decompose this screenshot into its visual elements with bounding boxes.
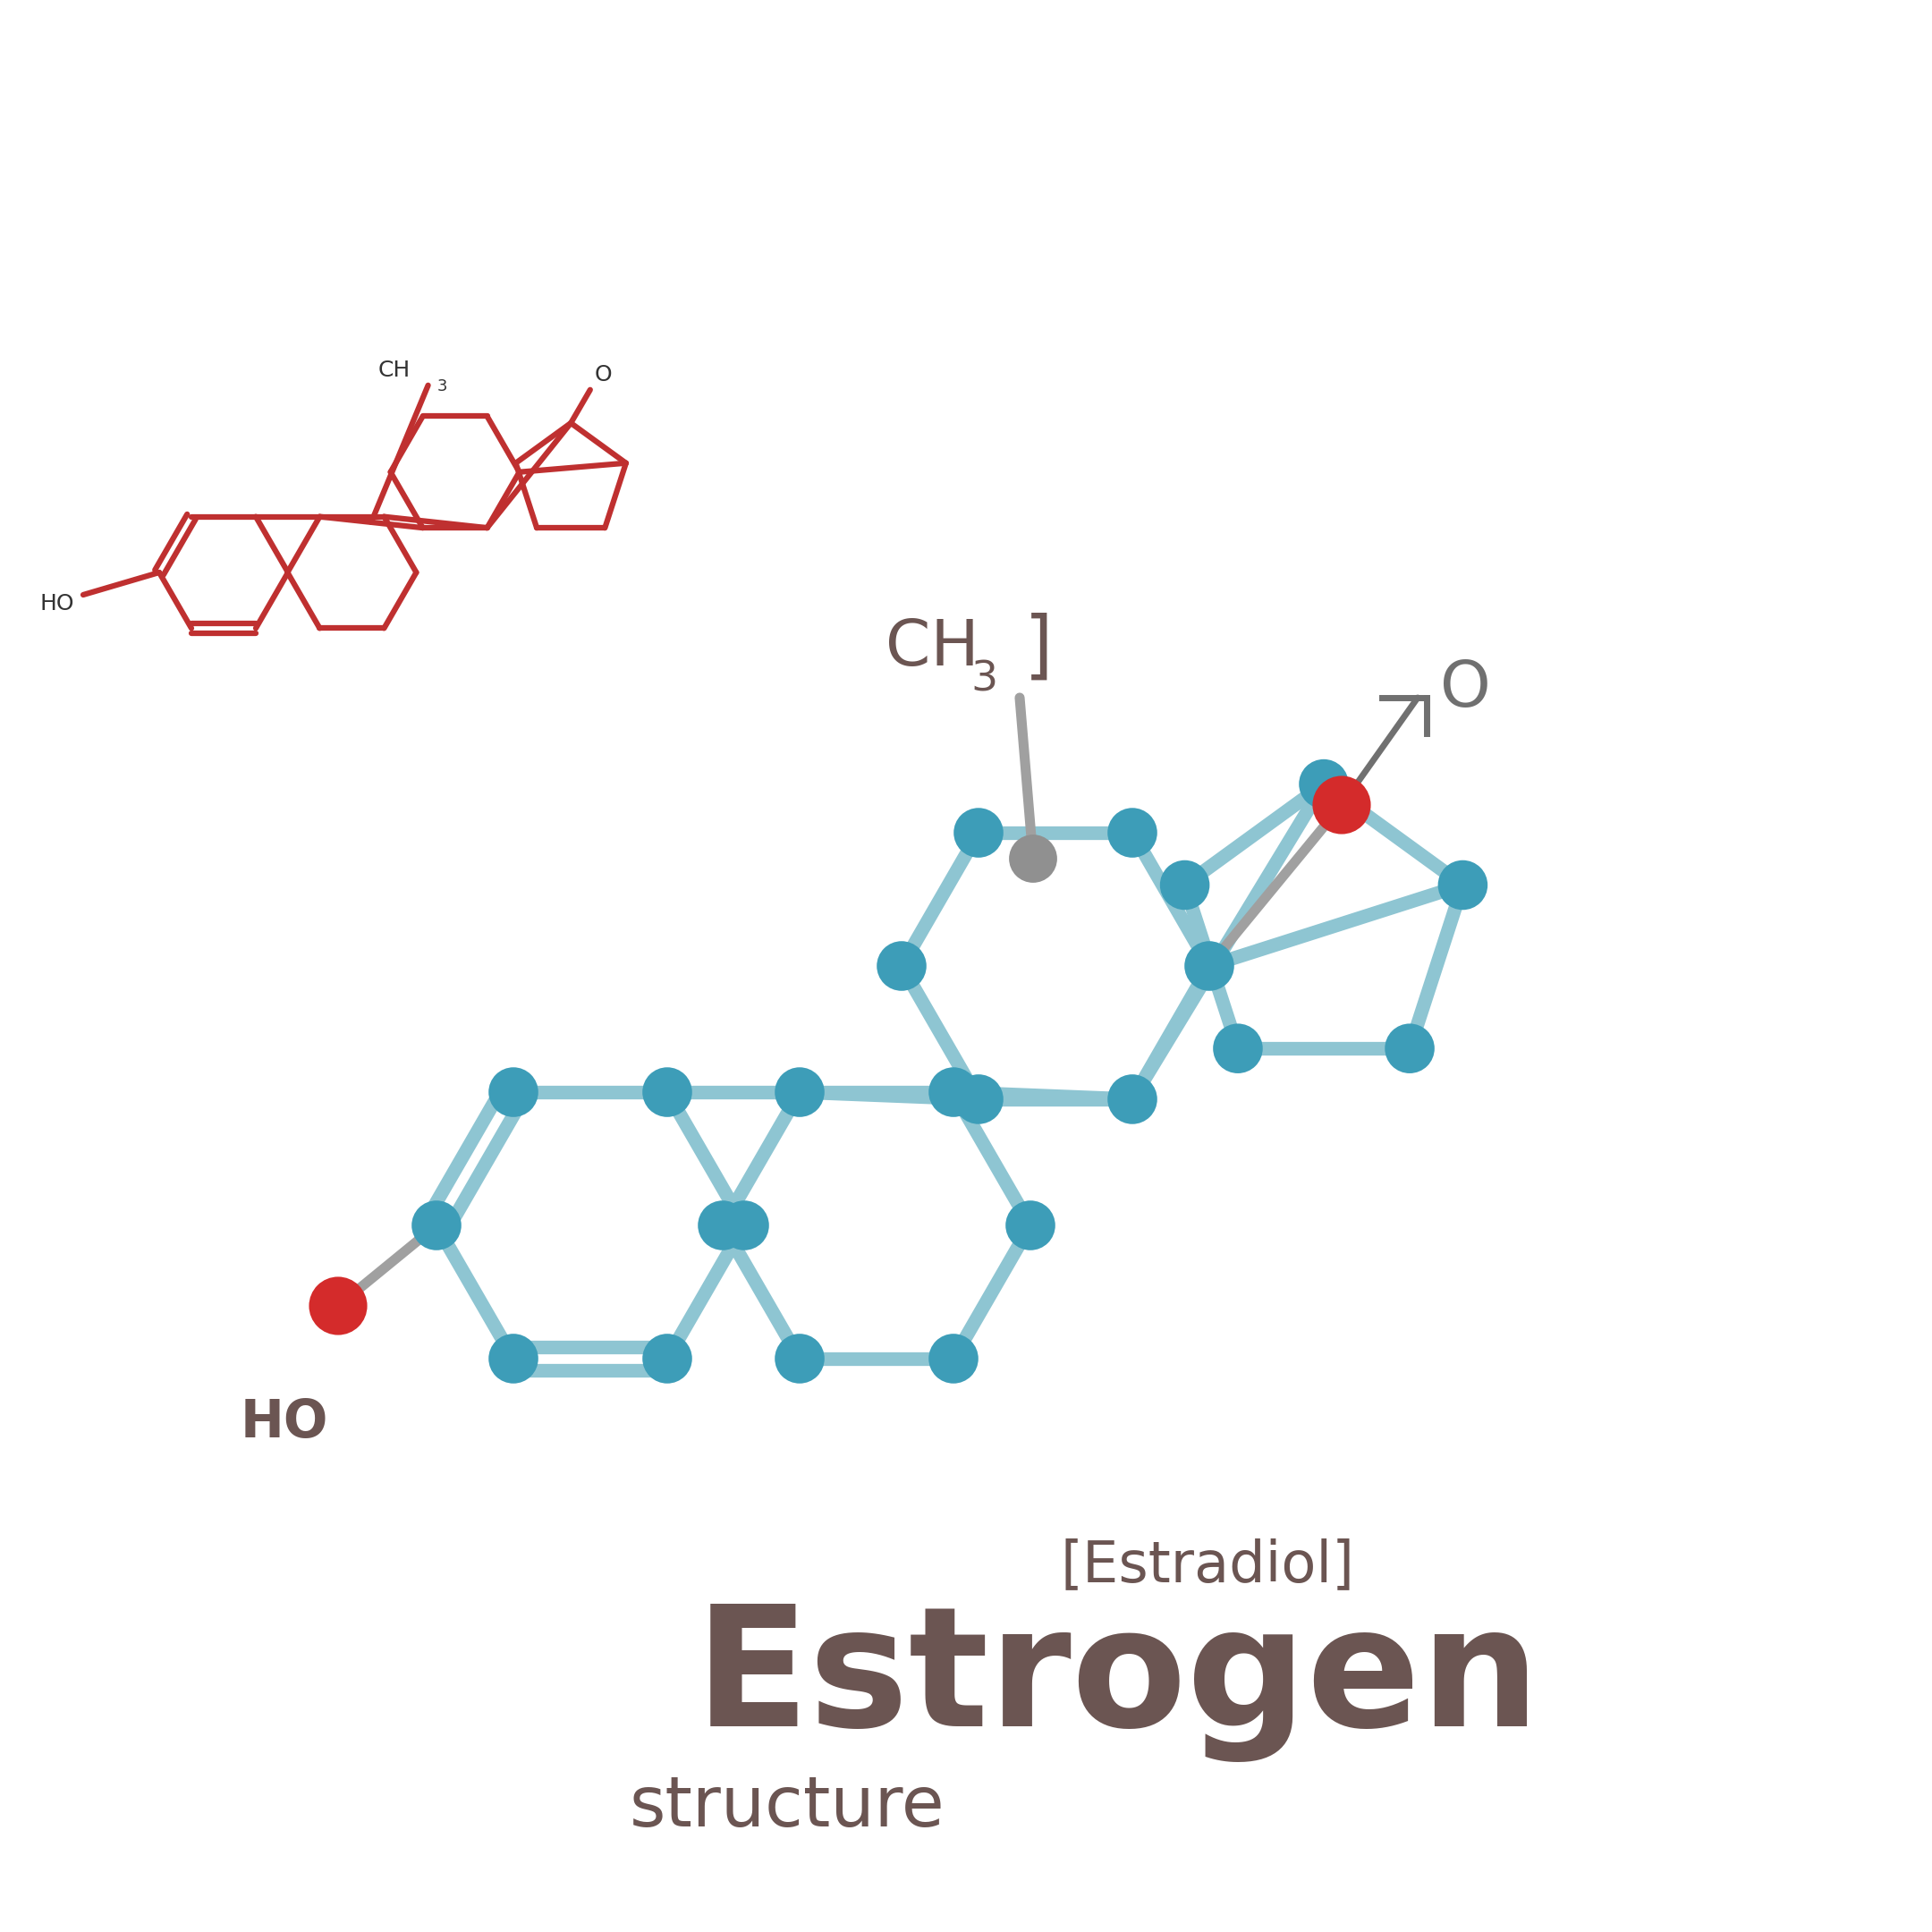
Point xyxy=(784,1076,815,1107)
Text: structure: structure xyxy=(630,1774,945,1841)
Point xyxy=(323,1291,354,1321)
Text: HO: HO xyxy=(240,1397,328,1447)
Point xyxy=(651,1076,682,1107)
Point xyxy=(1447,869,1478,900)
Point xyxy=(1223,1034,1254,1065)
Text: ]: ] xyxy=(1024,612,1053,684)
Point xyxy=(1018,842,1049,873)
Point xyxy=(939,1343,970,1374)
Point xyxy=(498,1343,529,1374)
Text: CH: CH xyxy=(379,359,410,381)
Point xyxy=(939,1076,970,1107)
Point xyxy=(1169,869,1200,900)
Point xyxy=(1117,1084,1148,1115)
Point xyxy=(421,1209,452,1240)
Point xyxy=(1117,817,1148,848)
Point xyxy=(1395,1034,1426,1065)
Point xyxy=(1014,1209,1045,1240)
Text: Estrogen: Estrogen xyxy=(696,1600,1542,1762)
Point xyxy=(1194,951,1225,981)
Text: 3: 3 xyxy=(437,379,448,394)
Point xyxy=(1325,790,1356,821)
Point xyxy=(707,1209,738,1240)
Point xyxy=(728,1209,759,1240)
Point xyxy=(651,1343,682,1374)
Text: 3: 3 xyxy=(970,659,997,699)
Point xyxy=(1308,769,1339,800)
Point xyxy=(784,1343,815,1374)
Text: HO: HO xyxy=(41,593,73,614)
Point xyxy=(498,1076,529,1107)
Point xyxy=(962,817,993,848)
Text: O: O xyxy=(595,363,612,384)
Point xyxy=(962,1084,993,1115)
Point xyxy=(887,951,918,981)
Text: CH: CH xyxy=(885,618,980,680)
Text: O: O xyxy=(1439,659,1492,719)
Text: [Estradiol]: [Estradiol] xyxy=(1061,1538,1354,1594)
